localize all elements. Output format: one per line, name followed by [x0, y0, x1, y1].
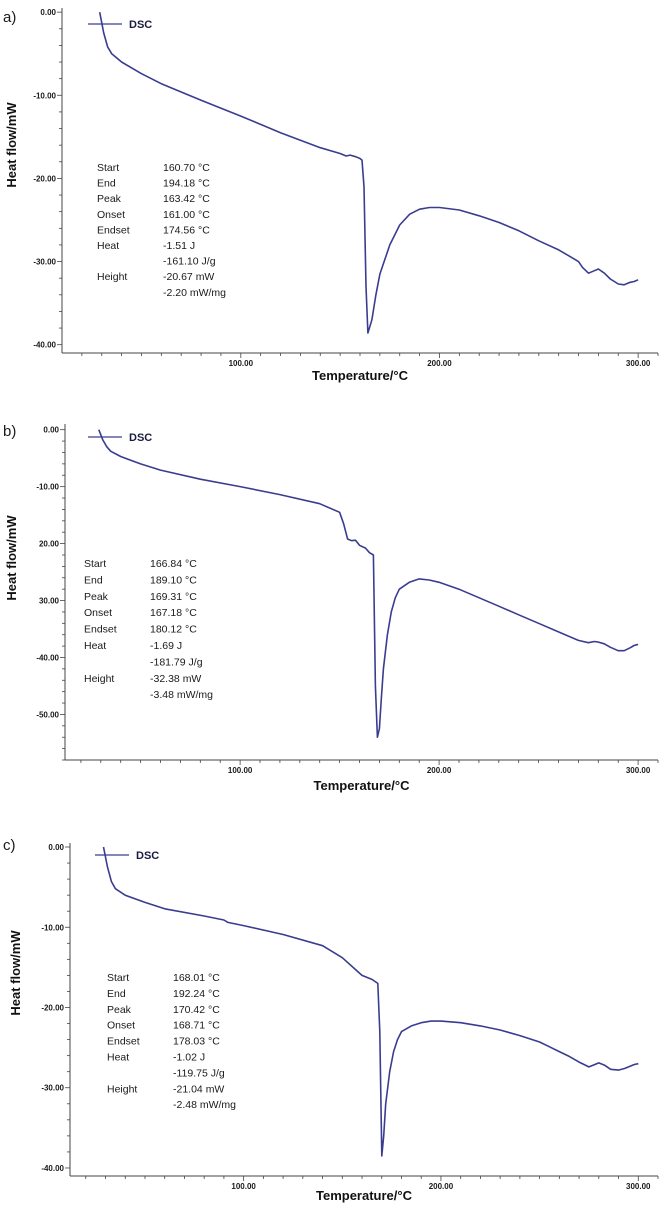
annotation-value: 178.03 °C — [173, 1036, 220, 1048]
annotation-value: 161.00 °C — [163, 209, 210, 221]
annotation-key: Heat — [97, 240, 119, 252]
legend-label: DSC — [129, 19, 152, 31]
annotation-value: -20.67 mW — [163, 271, 214, 283]
x-tick-label: 100.00 — [228, 766, 253, 775]
annotation-value: -1.02 J — [173, 1052, 205, 1064]
y-axis-title: Heat flow/mW — [4, 102, 19, 188]
dsc-series-line — [102, 846, 639, 1157]
x-axis-title: Temperature/°C — [312, 368, 409, 383]
y-tick-label: -10.00 — [33, 91, 56, 100]
legend-label: DSC — [136, 850, 159, 862]
y-tick-label: 0.00 — [40, 8, 56, 17]
x-axis-title: Temperature/°C — [314, 778, 411, 793]
annotation-value: 169.31 °C — [150, 591, 197, 603]
y-axis-title: Heat flow/mW — [4, 515, 19, 601]
annotation-key: End — [107, 988, 126, 1000]
annotation-value: 180.12 °C — [150, 624, 197, 636]
annotation-value: -2.48 mW/mg — [173, 1099, 236, 1111]
annotation-key: Peak — [97, 193, 122, 205]
annotation-key: Heat — [84, 640, 106, 652]
annotation-value: -1.51 J — [163, 240, 195, 252]
annotation-key: Peak — [107, 1004, 132, 1016]
x-tick-label: 200.00 — [429, 1182, 454, 1191]
y-tick-label: 30.00 — [39, 597, 60, 606]
annotation-key: Height — [107, 1083, 137, 1095]
y-tick-label: -20.00 — [41, 1003, 64, 1012]
annotation-key: Peak — [84, 591, 109, 603]
annotation-value: -32.38 mW — [150, 673, 201, 685]
annotation-value: 174.56 °C — [163, 224, 210, 236]
y-tick-label: -40.00 — [41, 1164, 64, 1173]
x-axis-title: Temperature/°C — [316, 1188, 413, 1203]
annotation-value: -181.79 J/g — [150, 656, 203, 668]
annotation-value: -1.69 J — [150, 640, 182, 652]
annotation-key: Onset — [97, 209, 125, 221]
y-tick-label: -30.00 — [33, 258, 56, 267]
y-tick-label: -30.00 — [41, 1084, 64, 1093]
panel-b: b) 0.00 -10.00 20.00 30.00 -40.00 -50.00 100.00… — [3, 423, 659, 793]
y-tick-label: -10.00 — [36, 483, 59, 492]
annotation-value: 194.18 °C — [163, 178, 210, 190]
annotation-value: 163.42 °C — [163, 193, 210, 205]
annotation-key: Onset — [107, 1020, 135, 1032]
dsc-series-line — [98, 12, 639, 334]
annotation-key: Endset — [84, 624, 117, 636]
x-tick-label: 200.00 — [427, 359, 452, 368]
annotation-value: -3.48 mW/mg — [150, 689, 213, 701]
panel-label: b) — [3, 423, 16, 440]
y-axis-title: Heat flow/mW — [8, 930, 23, 1016]
x-tick-label: 200.00 — [427, 766, 452, 775]
annotation-value: 160.70 °C — [163, 162, 210, 174]
y-tick-label: 20.00 — [39, 540, 60, 549]
panel-label: a) — [3, 9, 16, 26]
annotation-value: 189.10 °C — [150, 574, 197, 586]
annotation-key: Start — [84, 558, 106, 570]
annotation-value: 170.42 °C — [173, 1004, 220, 1016]
y-tick-label: 0.00 — [43, 426, 59, 435]
panel-c: c) 0.00 -10.00 -20.00 -30.00 -40.00 100.00 200.… — [3, 837, 659, 1203]
panel-label: c) — [3, 837, 16, 854]
y-tick-label: -50.00 — [36, 710, 59, 719]
panel-a: a) 0.00 -10.00 -20.00 -30.00 -40.00 100.00 200.… — [3, 8, 659, 383]
annotation-key: Onset — [84, 607, 112, 619]
x-tick-label: 300.00 — [626, 1182, 651, 1191]
annotation-value: 168.01 °C — [173, 972, 220, 984]
annotation-value: 192.24 °C — [173, 988, 220, 1000]
x-tick-label: 100.00 — [229, 359, 254, 368]
annotation-key: Endset — [97, 224, 130, 236]
annotation-key: Endset — [107, 1036, 140, 1048]
annotation-value: 167.18 °C — [150, 607, 197, 619]
annotation-value: 168.71 °C — [173, 1020, 220, 1032]
y-tick-label: -40.00 — [33, 341, 56, 350]
legend-label: DSC — [129, 432, 152, 444]
annotation-key: Start — [97, 162, 119, 174]
x-tick-label: 100.00 — [231, 1182, 256, 1191]
x-tick-label: 300.00 — [626, 766, 651, 775]
annotation-value: 166.84 °C — [150, 558, 197, 570]
annotation-key: Height — [97, 271, 127, 283]
annotation-key: End — [84, 574, 103, 586]
y-tick-label: 0.00 — [48, 843, 64, 852]
annotation-value: -161.10 J/g — [163, 256, 216, 268]
dsc-series-line — [98, 429, 639, 738]
y-tick-label: -10.00 — [41, 923, 64, 932]
annotation-key: Start — [107, 972, 129, 984]
x-tick-label: 300.00 — [626, 359, 651, 368]
y-tick-label: -40.00 — [36, 653, 59, 662]
annotation-value: -119.75 J/g — [173, 1067, 225, 1079]
annotation-key: Heat — [107, 1052, 129, 1064]
annotation-value: -2.20 mW/mg — [163, 287, 226, 299]
annotation-value: -21.04 mW — [173, 1083, 224, 1095]
annotation-key: Height — [84, 673, 114, 685]
y-tick-label: -20.00 — [33, 174, 56, 183]
annotation-key: End — [97, 178, 116, 190]
